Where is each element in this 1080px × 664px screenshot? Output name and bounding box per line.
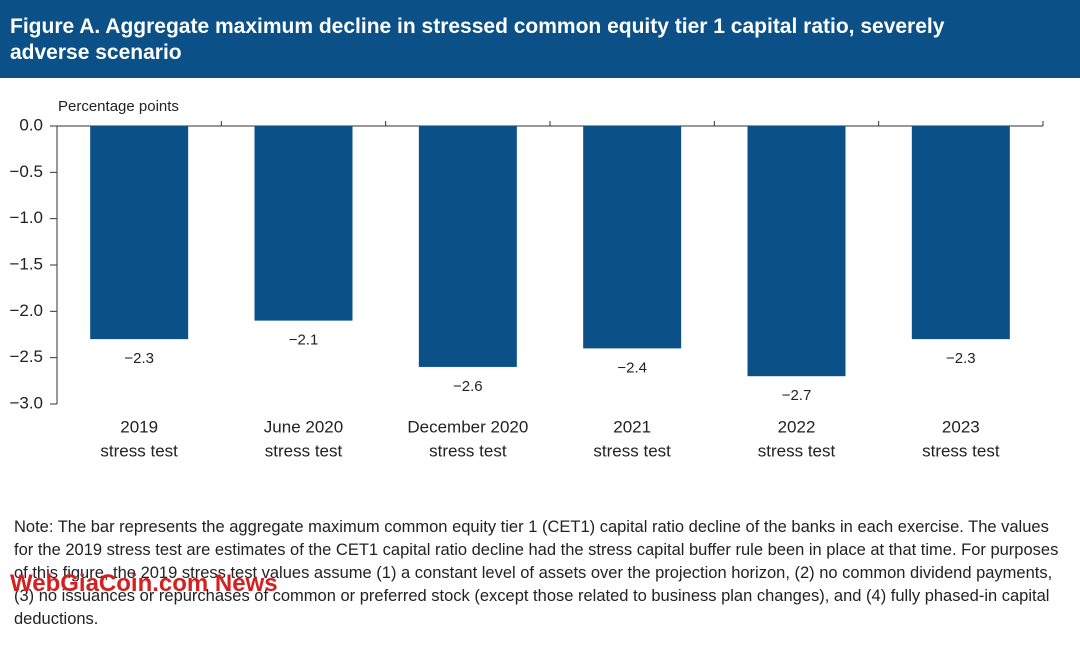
y-tick-label: 0.0 [19,115,43,134]
y-tick-label: −2.0 [9,301,43,320]
bar [254,126,353,321]
watermark: WebGiaCoin.com News [10,570,278,597]
x-tick-label: 2022 [778,417,816,436]
title-banner: Figure A. Aggregate maximum decline in s… [0,0,1080,78]
y-tick-label: −1.0 [9,208,43,227]
bar [418,126,517,367]
value-label: −2.6 [453,378,483,395]
value-label: −2.7 [782,387,812,404]
value-label: −2.4 [617,359,647,376]
y-tick-label: −3.0 [9,393,43,412]
bar [90,126,189,340]
x-tick-label: stress test [265,441,343,460]
bar [747,126,846,377]
x-tick-label: June 2020 [264,417,343,436]
note: Note: The bar represents the aggregate m… [14,518,1059,628]
chart: Percentage points 0.0 −0.5 −1.0 −1.5 −2.0 −2.… [9,98,1044,460]
y-axis-label: Percentage points [58,98,179,115]
value-label: −2.3 [946,350,976,367]
x-tick-label: stress test [429,441,507,460]
chart-title: Figure A. Aggregate maximum decline in s… [10,15,945,64]
x-tick-label: December 2020 [407,417,528,436]
y-tick-label: −2.5 [9,347,43,366]
value-label: −2.1 [289,332,319,349]
x-tick-label: stress test [758,441,836,460]
x-tick-label: stress test [100,441,178,460]
x-tick-label: stress test [922,441,1000,460]
y-tick-label: −0.5 [9,162,43,181]
bar [583,126,682,349]
x-tick-label: stress test [593,441,671,460]
value-label: −2.3 [124,350,154,367]
x-tick-label: 2021 [613,417,651,436]
x-tick-label: 2023 [942,417,980,436]
x-tick-label: 2019 [120,417,158,436]
y-tick-label: −1.5 [9,254,43,273]
bar [911,126,1010,340]
